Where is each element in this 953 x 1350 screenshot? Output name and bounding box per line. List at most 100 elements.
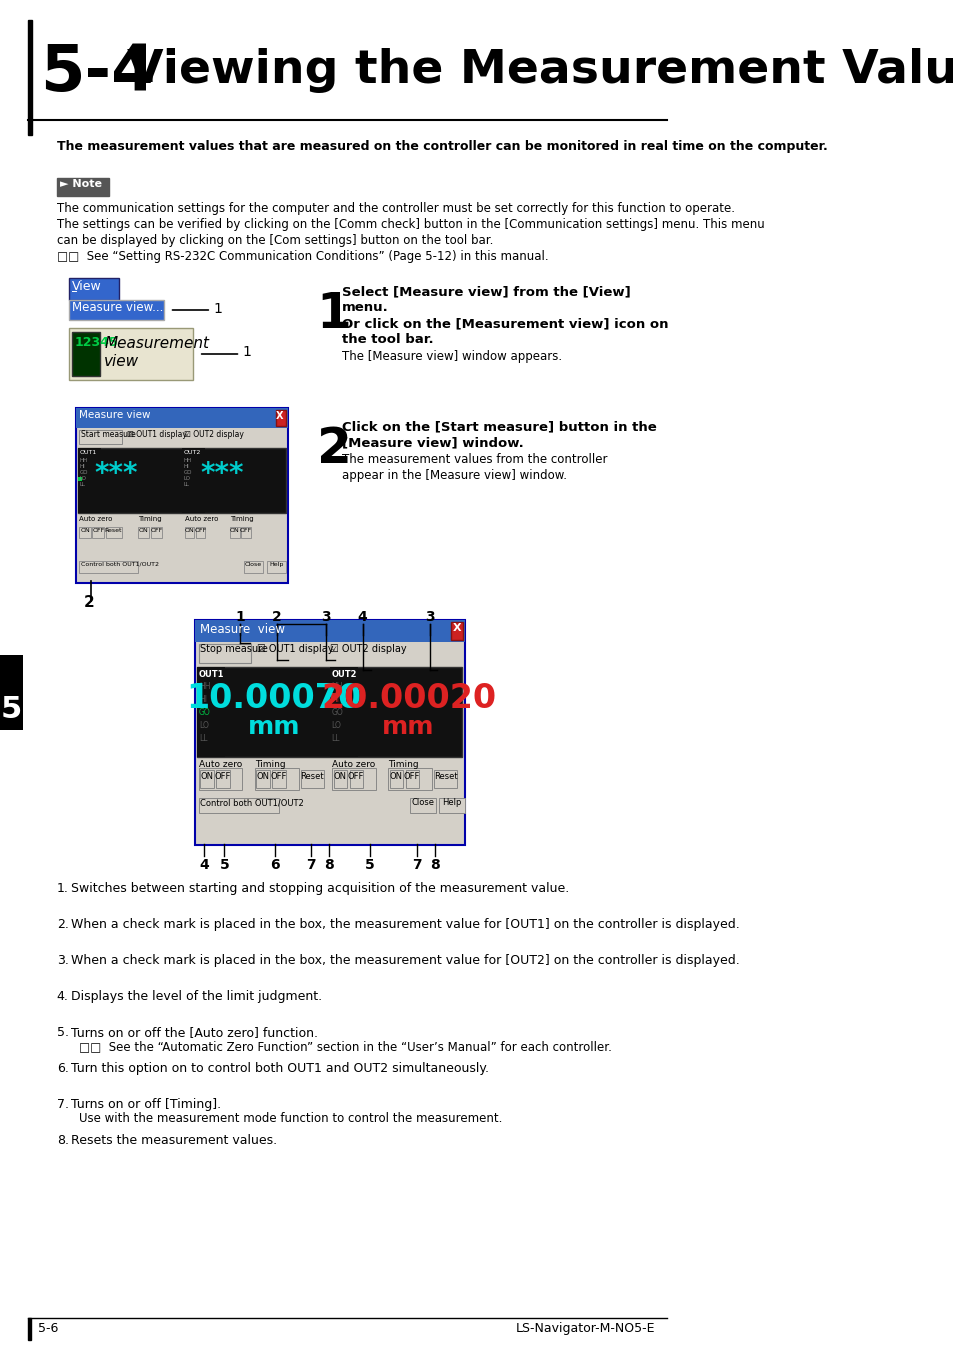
Text: ***: *** bbox=[200, 460, 244, 487]
Text: GO: GO bbox=[79, 470, 88, 475]
Text: 6.: 6. bbox=[57, 1062, 69, 1075]
Text: Turns on or off [Timing].: Turns on or off [Timing]. bbox=[71, 1098, 221, 1111]
Text: 2.: 2. bbox=[57, 918, 69, 932]
Bar bbox=[198, 644, 251, 663]
Text: HI: HI bbox=[331, 695, 339, 703]
Text: HI: HI bbox=[198, 695, 207, 703]
Text: ON: ON bbox=[256, 772, 269, 782]
Text: Help: Help bbox=[270, 562, 284, 567]
Bar bbox=[300, 769, 324, 788]
Text: 3: 3 bbox=[321, 610, 331, 624]
Bar bbox=[79, 431, 121, 444]
Text: The measurement values that are measured on the controller can be monitored in r: The measurement values that are measured… bbox=[57, 140, 826, 153]
Text: 2: 2 bbox=[272, 610, 281, 624]
Text: HH: HH bbox=[183, 458, 192, 463]
Bar bbox=[244, 562, 263, 572]
Bar bbox=[198, 768, 242, 790]
Bar bbox=[434, 769, 456, 788]
Text: 20.00020: 20.00020 bbox=[320, 682, 496, 716]
Text: ON: ON bbox=[334, 772, 346, 782]
Text: Timing: Timing bbox=[388, 760, 418, 770]
Text: LL: LL bbox=[331, 734, 339, 743]
Text: 4.: 4. bbox=[57, 990, 69, 1003]
Text: ON: ON bbox=[80, 528, 90, 533]
Bar bbox=[195, 526, 205, 539]
Text: LL: LL bbox=[79, 482, 85, 487]
Bar bbox=[197, 667, 462, 757]
Text: 7: 7 bbox=[412, 859, 421, 872]
Text: HI: HI bbox=[79, 464, 85, 468]
Text: ON: ON bbox=[200, 772, 213, 782]
Bar bbox=[388, 768, 432, 790]
Text: Timing: Timing bbox=[230, 516, 253, 522]
Bar bbox=[92, 526, 104, 539]
Bar bbox=[28, 1318, 31, 1341]
Text: [Measure view] window.: [Measure view] window. bbox=[342, 436, 523, 450]
Text: Resets the measurement values.: Resets the measurement values. bbox=[71, 1134, 277, 1148]
Text: ON: ON bbox=[184, 528, 194, 533]
Text: Auto zero: Auto zero bbox=[198, 760, 242, 770]
Text: 5: 5 bbox=[219, 859, 229, 872]
Text: Click on the [Start measure] button in the: Click on the [Start measure] button in t… bbox=[342, 420, 657, 433]
Text: GO: GO bbox=[331, 707, 343, 717]
Bar bbox=[216, 769, 230, 788]
Text: OFF: OFF bbox=[214, 772, 231, 782]
Text: 4: 4 bbox=[199, 859, 209, 872]
Bar bbox=[230, 526, 239, 539]
Text: ☑ OUT2 display: ☑ OUT2 display bbox=[184, 431, 244, 439]
Text: Close: Close bbox=[411, 798, 435, 807]
FancyBboxPatch shape bbox=[57, 178, 110, 196]
Bar bbox=[200, 769, 213, 788]
Bar bbox=[197, 667, 225, 757]
Text: LL: LL bbox=[198, 734, 207, 743]
Text: OFF: OFF bbox=[239, 528, 252, 533]
Text: 8: 8 bbox=[324, 859, 334, 872]
Text: OUT2: OUT2 bbox=[331, 670, 356, 679]
Text: When a check mark is placed in the box, the measurement value for [OUT1] on the : When a check mark is placed in the box, … bbox=[71, 918, 740, 932]
Text: Or click on the [Measurement view] icon on: Or click on the [Measurement view] icon … bbox=[342, 317, 668, 329]
Text: Viewing the Measurement Value: Viewing the Measurement Value bbox=[128, 49, 953, 93]
Text: 4: 4 bbox=[357, 610, 367, 624]
Text: ON: ON bbox=[138, 528, 148, 533]
Text: OFF: OFF bbox=[348, 772, 364, 782]
Text: X: X bbox=[453, 622, 461, 633]
Text: ☑ OUT2 display: ☑ OUT2 display bbox=[330, 644, 406, 653]
Text: view: view bbox=[104, 354, 139, 369]
Text: Control both OUT1/OUT2: Control both OUT1/OUT2 bbox=[81, 562, 158, 567]
Bar bbox=[405, 769, 419, 788]
Bar bbox=[79, 526, 91, 539]
Bar bbox=[241, 526, 251, 539]
Text: Select [Measure view] from the [View]: Select [Measure view] from the [View] bbox=[342, 285, 630, 298]
Text: 3.: 3. bbox=[57, 954, 69, 967]
Bar bbox=[182, 448, 205, 513]
Text: LO: LO bbox=[79, 477, 87, 481]
Text: appear in the [Measure view] window.: appear in the [Measure view] window. bbox=[342, 468, 567, 482]
Bar bbox=[389, 769, 403, 788]
Bar bbox=[256, 769, 270, 788]
Bar bbox=[70, 300, 164, 320]
Text: HH: HH bbox=[198, 682, 210, 691]
Bar bbox=[76, 408, 288, 428]
Text: The communication settings for the computer and the controller must be set corre: The communication settings for the compu… bbox=[57, 202, 734, 215]
Bar bbox=[195, 620, 464, 845]
Bar bbox=[70, 328, 193, 379]
Text: ► Note: ► Note bbox=[60, 180, 102, 189]
Text: mm: mm bbox=[247, 716, 300, 738]
Bar bbox=[78, 477, 81, 481]
Text: 5-4: 5-4 bbox=[40, 42, 155, 104]
Text: 7: 7 bbox=[306, 859, 315, 872]
Text: Measure  view: Measure view bbox=[199, 622, 284, 636]
Text: Switches between starting and stopping acquisition of the measurement value.: Switches between starting and stopping a… bbox=[71, 882, 569, 895]
Text: 5-6: 5-6 bbox=[38, 1322, 58, 1335]
Text: OFF: OFF bbox=[92, 528, 104, 533]
Bar bbox=[330, 667, 357, 757]
Text: HH: HH bbox=[79, 458, 88, 463]
Text: OFF: OFF bbox=[271, 772, 287, 782]
Text: 5: 5 bbox=[1, 695, 22, 724]
Bar bbox=[76, 408, 288, 583]
Text: 8.: 8. bbox=[57, 1134, 69, 1148]
Text: 1: 1 bbox=[235, 610, 245, 624]
Bar bbox=[451, 622, 462, 640]
Text: □□  See the “Automatic Zero Function” section in the “User’s Manual” for each co: □□ See the “Automatic Zero Function” sec… bbox=[78, 1040, 611, 1053]
Text: Turn this option on to control both OUT1 and OUT2 simultaneously.: Turn this option on to control both OUT1… bbox=[71, 1062, 489, 1075]
